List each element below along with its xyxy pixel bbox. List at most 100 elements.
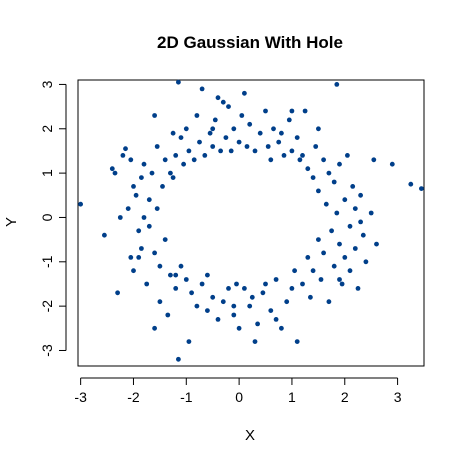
data-point (128, 255, 134, 260)
data-point (136, 255, 142, 260)
data-point (268, 157, 274, 163)
data-point (329, 228, 334, 234)
data-point (271, 126, 276, 132)
data-point (223, 135, 229, 141)
data-point (212, 117, 218, 123)
data-point (255, 321, 260, 327)
data-point (323, 201, 329, 207)
data-point (152, 325, 158, 331)
data-point (352, 246, 358, 251)
data-point (316, 126, 321, 132)
data-point (358, 192, 363, 198)
data-point (260, 290, 266, 296)
data-point (236, 325, 242, 331)
plot-frame (77, 79, 425, 367)
data-point (173, 153, 179, 158)
data-point (139, 175, 144, 181)
data-point (316, 188, 321, 194)
data-point (358, 219, 363, 225)
data-point (170, 130, 176, 136)
data-point (152, 250, 158, 256)
data-point (337, 161, 342, 167)
data-point (154, 206, 160, 212)
y-axis: -3 -2 -1 0 1 2 3 (39, 80, 67, 357)
data-point (210, 144, 216, 149)
data-point (178, 263, 184, 269)
data-point (199, 86, 205, 92)
data-point (207, 130, 213, 136)
data-point (152, 113, 158, 118)
data-point (263, 108, 268, 114)
data-point (236, 139, 242, 145)
y-axis-label: Y (3, 217, 20, 227)
data-point (294, 339, 300, 344)
data-point (202, 153, 208, 158)
data-point (331, 263, 337, 269)
data-point (146, 197, 152, 203)
x-tick-label: 3 (394, 389, 402, 405)
data-point (292, 268, 297, 274)
data-point (371, 157, 377, 163)
data-point (318, 277, 324, 282)
data-point (326, 170, 332, 176)
data-point (297, 157, 303, 163)
data-point (215, 317, 221, 322)
data-point (334, 210, 340, 216)
data-point (350, 184, 356, 189)
data-point (239, 113, 245, 118)
data-point (289, 108, 295, 114)
data-point (289, 286, 295, 291)
data-point (120, 153, 126, 158)
data-point (131, 268, 136, 274)
data-point (337, 241, 342, 247)
data-point (154, 144, 160, 149)
data-point (141, 215, 147, 220)
data-point (279, 130, 284, 136)
data-point (302, 108, 308, 114)
data-point (286, 117, 292, 123)
data-point (228, 148, 234, 154)
data-point (284, 299, 290, 305)
data-point (181, 161, 187, 167)
y-tick-label: -2 (39, 300, 55, 313)
y-tick-label: 3 (39, 80, 55, 88)
data-point (102, 232, 107, 238)
data-point (252, 148, 258, 154)
data-point (337, 277, 342, 282)
x-tick-label: -3 (74, 389, 87, 405)
data-point (334, 82, 340, 87)
data-point (226, 104, 231, 109)
data-point (347, 223, 353, 229)
data-point (408, 181, 414, 187)
data-point (345, 153, 350, 158)
data-point (310, 268, 316, 274)
data-point (342, 197, 348, 203)
data-point (242, 286, 247, 291)
data-point (352, 206, 358, 212)
data-point (339, 281, 345, 287)
data-point (183, 277, 189, 282)
data-point (305, 255, 311, 260)
data-point (210, 294, 216, 300)
x-tick-label: -1 (180, 389, 193, 405)
data-point (157, 299, 163, 305)
data-point (173, 286, 179, 291)
data-point (326, 299, 332, 305)
data-point (112, 170, 118, 176)
data-point (321, 250, 326, 256)
data-point (279, 325, 284, 331)
data-point (231, 126, 237, 132)
data-point (170, 175, 176, 181)
data-point (265, 144, 271, 149)
data-point (168, 272, 173, 278)
data-point (276, 139, 282, 145)
y-tick-label: 2 (39, 125, 55, 133)
data-point (194, 303, 200, 309)
data-point (194, 113, 200, 118)
data-point (305, 166, 311, 172)
data-point (231, 303, 237, 309)
data-point (178, 135, 184, 141)
data-point (128, 157, 134, 163)
data-point (176, 356, 181, 362)
